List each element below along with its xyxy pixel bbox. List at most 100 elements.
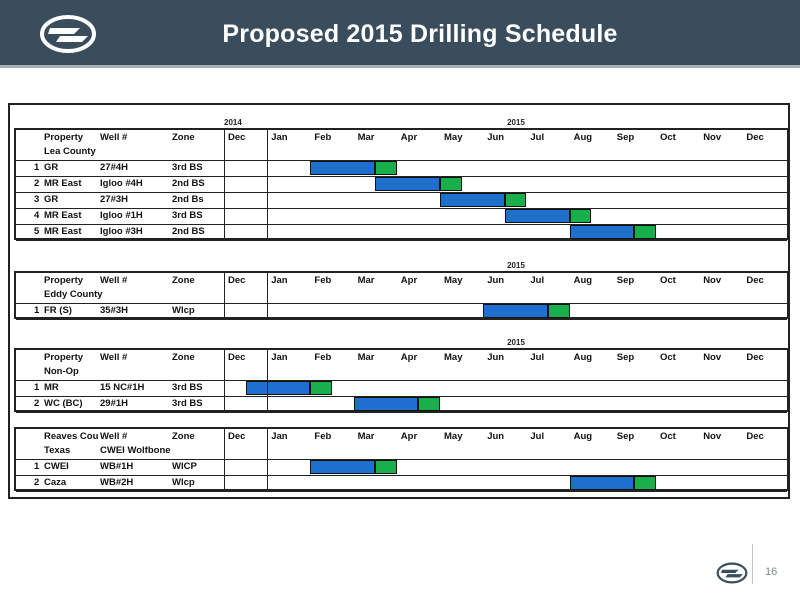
completion-bar [548, 304, 570, 318]
month-header: Aug [573, 275, 593, 286]
row-number: 5 [34, 226, 40, 237]
month-header: May [444, 352, 463, 363]
completion-bar [634, 476, 656, 490]
month-header: Jun [487, 275, 505, 286]
schedule-table: Property Well # Zone Dec Jan Feb Mar Apr May Jun J… [14, 271, 789, 320]
completion-bar [634, 225, 656, 239]
year-label-right: 2015 [507, 261, 525, 270]
month-header: Sep [616, 132, 635, 143]
row-zone: 3rd BS [172, 398, 203, 409]
table-row: 4 MR East Igloo #1H 3rd BS [16, 208, 787, 225]
drilling-bar [440, 193, 505, 207]
month-header: Dec [228, 132, 246, 143]
month-header: Sep [616, 275, 635, 286]
table-header: Property Well # Zone Dec Jan Feb Mar Apr May Jun J… [16, 130, 787, 161]
completion-bar [310, 381, 332, 395]
completion-bar [504, 193, 527, 207]
month-header: Feb [314, 431, 332, 442]
month-header: Jul [530, 352, 545, 363]
drilling-bar [504, 209, 570, 223]
header-zone: Zone [172, 352, 195, 363]
row-property: Caza [44, 477, 67, 488]
row-zone: WlCP [172, 461, 197, 472]
completion-bar [569, 209, 592, 223]
page-title: Proposed 2015 Drilling Schedule [222, 20, 618, 48]
drilling-bar [483, 304, 548, 318]
row-zone: 3rd BS [172, 210, 203, 221]
row-well: Igloo #3H [100, 226, 143, 237]
month-header: Jun [487, 431, 505, 442]
table-row: 1 CWEI WB#1H WlCP [16, 459, 787, 476]
row-zone: 3rd BS [172, 162, 203, 173]
row-zone: 2nd BS [172, 178, 205, 189]
year-label-left: 2014 [224, 118, 242, 127]
month-header: Aug [573, 132, 593, 143]
row-property: MR East [44, 226, 82, 237]
row-well: 27#3H [100, 194, 128, 205]
table-row: 3 GR 27#3H 2nd Bs [16, 192, 787, 209]
year-label-right: 2015 [507, 118, 525, 127]
month-header: Nov [703, 132, 722, 143]
month-header: Mar [357, 275, 375, 286]
footer-divider [752, 544, 753, 584]
row-number: 2 [34, 178, 40, 189]
table-header: Property Well # Zone Dec Jan Feb Mar Apr May Jun J… [16, 350, 787, 381]
row-number: 4 [34, 210, 40, 221]
company-logo-icon [40, 15, 96, 53]
month-header: Aug [573, 352, 593, 363]
column-divider [224, 273, 225, 317]
row-zone: Wlcp [172, 477, 195, 488]
column-divider [224, 350, 225, 410]
month-header: Aug [573, 431, 593, 442]
column-divider [224, 429, 225, 489]
schedule-table: Property Well # Zone Dec Jan Feb Mar Apr May Jun J… [14, 128, 789, 241]
month-header: Apr [400, 431, 418, 442]
header-property: Reaves Cou [44, 431, 99, 442]
month-header: Jan [271, 431, 288, 442]
table-row: 2 MR East Igloo #4H 2nd BS [16, 176, 787, 193]
month-header: Jul [530, 275, 545, 286]
title-banner: Proposed 2015 Drilling Schedule [0, 0, 800, 68]
table-row: 5 MR East Igloo #3H 2nd BS [16, 224, 787, 241]
header-zone: Zone [172, 275, 195, 286]
drilling-bar [310, 161, 376, 175]
month-header: Oct [660, 275, 676, 286]
month-header: Jan [271, 132, 288, 143]
drilling-bar [375, 177, 440, 191]
month-header: Mar [357, 132, 375, 143]
month-header: Feb [314, 275, 332, 286]
header-well: Well # [100, 352, 128, 363]
header-well: Well # [100, 132, 128, 143]
footer-logo-icon [716, 562, 748, 584]
month-header: May [444, 275, 463, 286]
table-row: 2 WC (BC) 29#1H 3rd BS [16, 396, 787, 413]
month-header: Oct [660, 431, 676, 442]
row-number: 2 [34, 477, 40, 488]
row-well: Igloo #1H [100, 210, 143, 221]
row-number: 1 [34, 162, 40, 173]
row-number: 1 [34, 305, 40, 316]
drilling-bar [569, 476, 635, 490]
drilling-bar [245, 381, 311, 395]
row-well: 29#1H [100, 398, 128, 409]
month-header: Dec [746, 132, 764, 143]
row-property: MR East [44, 178, 82, 189]
month-header: Nov [703, 431, 722, 442]
row-well: WB#2H [100, 477, 134, 488]
row-number: 3 [34, 194, 40, 205]
header-zone: Zone [172, 431, 195, 442]
month-header: Dec [228, 275, 246, 286]
page-number: 16 [765, 566, 778, 578]
month-header: Sep [616, 431, 635, 442]
month-header: Nov [703, 352, 722, 363]
month-header: May [444, 431, 463, 442]
row-number: 2 [34, 398, 40, 409]
table-row: 2 Caza WB#2H Wlcp [16, 475, 787, 492]
month-header: Dec [746, 352, 764, 363]
row-well: Igloo #4H [100, 178, 143, 189]
column-divider [267, 429, 269, 489]
row-property: MR [44, 382, 59, 393]
month-header: Apr [400, 275, 418, 286]
row-property: GR [44, 194, 59, 205]
group-label: Texas [44, 445, 71, 456]
